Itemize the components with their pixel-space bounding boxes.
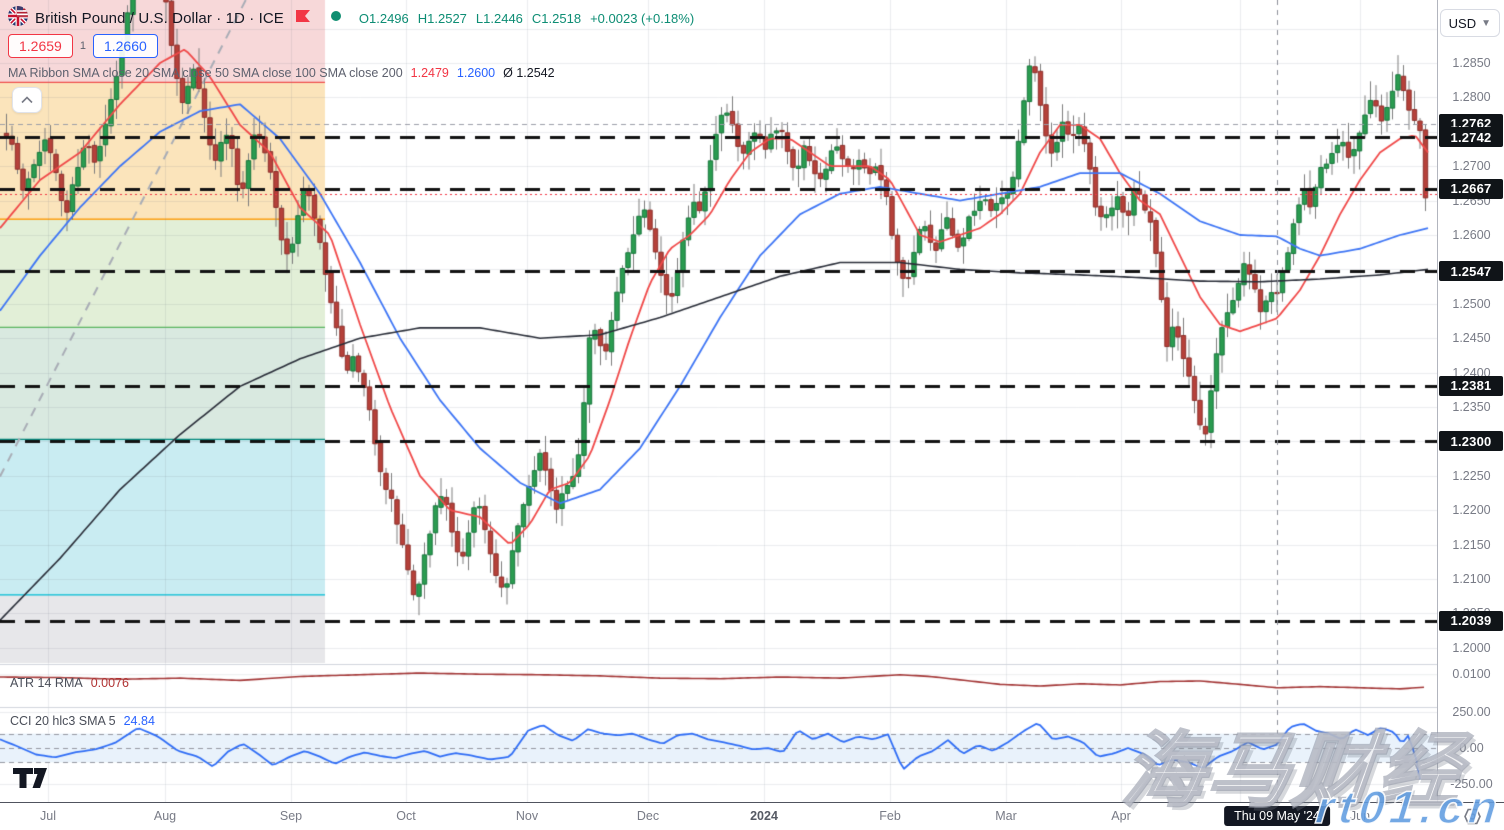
ma-ribbon-label[interactable]: MA Ribbon SMA close 20 SMA close 50 SMA … — [8, 66, 403, 80]
time-tick-label: Sep — [279, 809, 303, 823]
price-tick-label: 1.2600 — [1452, 228, 1491, 242]
price-tick-label: 1.2800 — [1452, 90, 1491, 105]
price-tick-label: -250.00 — [1450, 777, 1493, 791]
price-tick-label: 1.2700 — [1452, 159, 1491, 174]
ma-sma50-value: 1.2600 — [456, 66, 496, 80]
time-tick-label: Aug — [153, 809, 177, 823]
time-tick-label: Jul — [40, 809, 56, 823]
price-tick-label: 1.2000 — [1452, 640, 1491, 655]
atr-legend-label[interactable]: ATR 14 RMA — [10, 676, 83, 690]
price-axis[interactable]: USD ▼ 1.2850 1.2800 1.2700 1.2650 1.2600 1.25… — [1437, 0, 1504, 802]
time-tick-label: Feb — [879, 809, 901, 823]
price-tick-label: 1.2150 — [1452, 537, 1491, 552]
price-tick-label: 1.2200 — [1452, 503, 1491, 518]
price-tick-label: 1.2450 — [1452, 331, 1491, 346]
currency-selector[interactable]: USD ▼ — [1439, 9, 1500, 37]
time-tick-label: Oct — [396, 809, 416, 823]
time-tick-label: Dec — [636, 809, 660, 823]
price-level-badge: 1.2300 — [1439, 431, 1503, 452]
crosshair-date-badge: Thu 09 May '24 — [1224, 806, 1330, 826]
bid-ask-row: 1.2659 1 1.2660 — [8, 33, 158, 59]
time-axis[interactable]: Thu 09 May '24 Jul Aug Sep Oct Nov Dec 2024 Feb… — [0, 802, 1504, 830]
price-tick-label: 1.2250 — [1452, 468, 1491, 483]
price-tick-label: 250.00 — [1452, 705, 1491, 720]
chevron-up-icon — [21, 96, 33, 104]
atr-value: 0.0076 — [90, 676, 129, 690]
currency-label: USD — [1448, 15, 1477, 31]
spread-value: 1 — [79, 40, 86, 52]
atr-legend: ATR 14 RMA 0.0076 — [10, 676, 129, 690]
price-tick-label: 0.00 — [1459, 741, 1484, 756]
buy-button[interactable]: 1.2660 — [92, 34, 158, 58]
price-tick-label: 1.2500 — [1452, 296, 1491, 311]
ma-ribbon-legend: MA Ribbon SMA close 20 SMA close 50 SMA … — [8, 64, 555, 82]
cci-legend-label[interactable]: CCI 20 hlc3 SMA 5 — [10, 714, 116, 728]
price-tick-label: 1.2850 — [1452, 56, 1491, 70]
cci-legend: CCI 20 hlc3 SMA 5 24.84 — [10, 714, 155, 728]
cci-value: 24.84 — [123, 714, 155, 728]
price-level-badge: 1.2667 — [1439, 178, 1503, 199]
axis-settings-button[interactable] — [1452, 805, 1492, 827]
sell-button[interactable]: 1.2659 — [8, 34, 73, 58]
market-status-icon[interactable] — [330, 9, 342, 27]
tradingview-logo[interactable] — [13, 768, 47, 793]
symbol-title[interactable]: British Pound / U.S. Dollar · 1D · ICE — [35, 9, 284, 27]
ma-average-value: Ø 1.2542 — [503, 66, 555, 80]
price-level-badge: 1.2381 — [1439, 375, 1503, 396]
collapse-legend-button[interactable] — [12, 87, 42, 113]
ohlc-low: L1.2446 — [475, 10, 523, 26]
time-tick-label: Apr — [1111, 809, 1131, 823]
symbol-flag-icon — [8, 5, 28, 31]
chevron-down-icon: ▼ — [1481, 17, 1491, 29]
ma-sma20-value: 1.2479 — [410, 66, 449, 80]
tradingview-logo-icon — [13, 768, 47, 788]
time-tick-label: 2024 — [750, 809, 778, 823]
price-level-badge: 1.2742 — [1439, 127, 1503, 148]
time-tick-label: Mar — [995, 809, 1017, 823]
ohlc-high: H1.2527 — [417, 10, 467, 26]
symbol-legend: British Pound / U.S. Dollar · 1D · ICE O… — [8, 5, 694, 31]
ohlc-open: O1.2496 — [358, 10, 409, 26]
price-tick-label: 1.2100 — [1452, 572, 1491, 586]
price-level-badge: 1.2547 — [1439, 261, 1503, 282]
price-level-badge: 1.2039 — [1439, 610, 1503, 631]
price-tick-label: 0.0100 — [1452, 667, 1491, 682]
time-tick-label: Jun — [1349, 809, 1371, 823]
ohlc-close: C1.2518 — [531, 10, 582, 26]
gear-icon — [1463, 808, 1481, 824]
time-tick-label: Nov — [515, 809, 539, 823]
price-tick-label: 1.2350 — [1452, 400, 1491, 414]
ice-marker-icon — [295, 8, 311, 29]
ohlc-change: +0.0023 (+0.18%) — [590, 10, 695, 26]
ohlc-values: O1.2496 H1.2527 L1.2446 C1.2518 +0.0023 … — [359, 11, 694, 26]
